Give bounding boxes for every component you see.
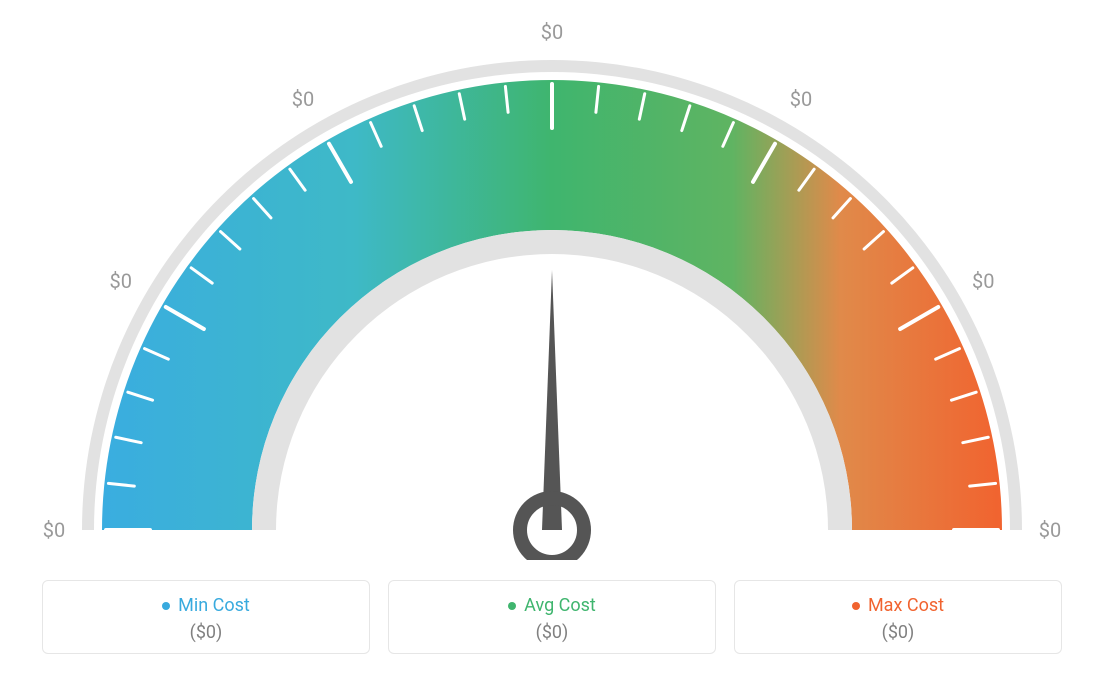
legend-label-max: Max Cost — [868, 595, 944, 616]
legend-dot-icon — [852, 602, 860, 610]
legend-card-max: Max Cost ($0) — [734, 580, 1062, 654]
legend-value-avg: ($0) — [389, 622, 715, 643]
gauge-tick-label: $0 — [109, 269, 131, 293]
gauge-tick-label: $0 — [790, 87, 812, 111]
legend-card-min: Min Cost ($0) — [42, 580, 370, 654]
legend-dot-icon — [162, 602, 170, 610]
legend-label-min: Min Cost — [178, 595, 250, 616]
gauge-tick-label: $0 — [972, 269, 994, 293]
legend-label-avg: Avg Cost — [524, 595, 596, 616]
legend-row: Min Cost ($0) Avg Cost ($0) Max Cost ($0… — [42, 580, 1062, 654]
legend-card-avg: Avg Cost ($0) — [388, 580, 716, 654]
gauge-chart: $0 $0 $0 $0 $0 $0 $0 — [22, 0, 1082, 560]
gauge-tick-label: $0 — [1039, 518, 1061, 542]
legend-dot-icon — [508, 602, 516, 610]
gauge-tick-label: $0 — [541, 20, 563, 44]
gauge-tick-label: $0 — [43, 518, 65, 542]
legend-value-max: ($0) — [735, 622, 1061, 643]
gauge-tick-label: $0 — [292, 87, 314, 111]
legend-value-min: ($0) — [43, 622, 369, 643]
gauge-svg — [22, 0, 1082, 560]
